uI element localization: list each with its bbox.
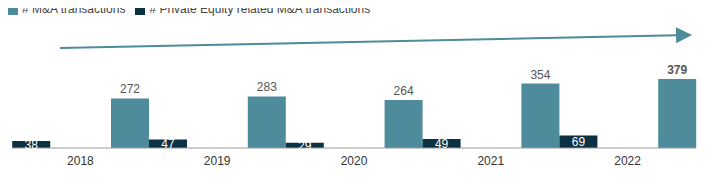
svg-text:47: 47	[161, 137, 175, 151]
svg-text:2018: 2018	[67, 154, 94, 168]
svg-text:272: 272	[120, 82, 140, 96]
svg-text:2020: 2020	[341, 154, 368, 168]
svg-text:264: 264	[394, 84, 414, 98]
html-text:# Private Equity related M&A t: # Private Equity related M&A transaction…	[149, 2, 371, 16]
svg-text:2022: 2022	[614, 154, 641, 168]
svg-text:29: 29	[298, 139, 312, 153]
svg-text:379: 379	[667, 63, 687, 77]
svg-text:2019: 2019	[204, 154, 231, 168]
svg-text:38: 38	[25, 138, 39, 152]
svg-text:49: 49	[435, 137, 449, 151]
svg-text:283: 283	[257, 80, 277, 94]
svg-text:69: 69	[572, 135, 586, 149]
svg-text:354: 354	[530, 68, 550, 82]
html-text:# M&A transactions: # M&A transactions	[22, 2, 126, 16]
svg-text:2021: 2021	[477, 154, 504, 168]
